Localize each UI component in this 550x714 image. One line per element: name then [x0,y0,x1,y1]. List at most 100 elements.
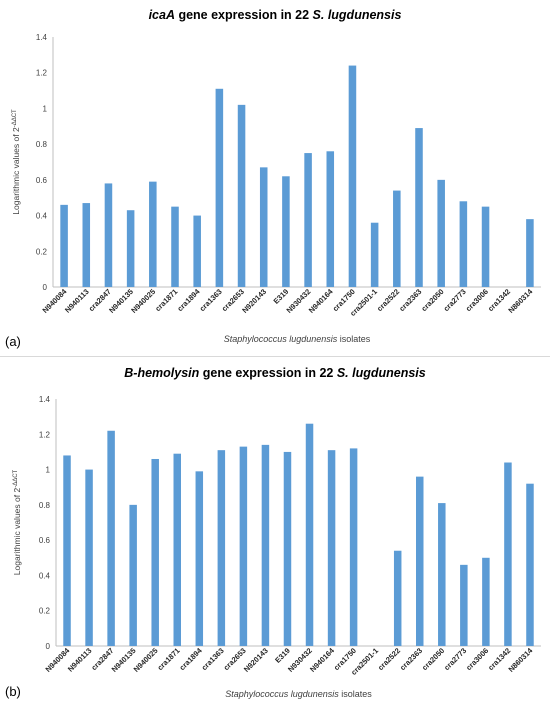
x-tick-label: cra3006 [464,287,490,313]
y-tick-label: 0.2 [39,607,51,616]
bar [327,450,336,646]
bar [261,444,270,646]
title-species: S. lugdunensis [312,8,402,22]
bar [370,222,379,287]
panel-label: (b) [5,684,21,699]
chart-panel-b: B-hemolysin gene expression in 22 S. lug… [0,357,550,714]
bar [283,451,292,646]
x-tick-label: cra1871 [156,646,182,672]
x-tick-label: N860314 [506,286,534,314]
y-tick-label: 0.6 [39,536,51,545]
bar-chart-a: 00.20.40.60.811.21.4N940084N940113cra284… [11,33,541,344]
x-tick-label: N920143 [242,646,270,674]
bar [173,453,181,646]
bar [151,458,159,646]
bar [482,557,490,646]
x-tick-label: cra1871 [153,287,179,313]
bar [82,203,91,287]
y-tick-label: 1 [43,104,48,113]
x-tick-label: cra2050 [420,646,446,672]
y-axis-label: Logarithmic values of 2-ΔΔCT [11,109,21,215]
y-tick-label: 0.8 [36,140,48,149]
x-tick-label: cra1894 [175,286,202,313]
x-axis-label: Staphylococcus lugdunensis isolates [224,334,371,344]
bar [504,462,512,646]
y-tick-label: 0.4 [36,212,48,221]
bar [217,450,226,646]
x-tick-label: cra2522 [375,287,401,313]
bar [85,469,93,646]
y-axis-label: Logarithmic values of 2-ΔΔCT [12,469,22,575]
x-tick-label: cra2522 [376,646,402,672]
y-tick-label: 0.2 [36,247,48,256]
chart-panel-a: icaA gene expression in 22 S. lugdunensi… [0,0,550,356]
x-tick-label: cra2050 [419,287,445,313]
y-tick-label: 1.2 [36,69,48,78]
x-tick-label: N860314 [506,645,534,673]
x-tick-label: N940113 [66,646,94,674]
chart-title: B-hemolysin gene expression in 22 S. lug… [0,366,550,380]
y-tick-label: 1.4 [39,395,51,404]
bar [259,167,268,287]
bar [171,206,179,287]
x-tick-label: N940025 [132,646,160,674]
y-tick-label: 0.8 [39,501,51,510]
panel-label: (a) [5,334,21,349]
title-species: S. lugdunensis [336,366,426,380]
bar [416,476,424,646]
x-tick-label: cra1894 [178,645,205,672]
bar [526,483,534,646]
bar [305,423,314,646]
x-tick-label: cra3006 [464,646,490,672]
bar [237,104,246,287]
bar [415,128,423,287]
bar [149,181,157,287]
x-tick-label: N940025 [129,287,157,315]
bar [304,153,312,287]
bar [129,504,137,646]
bar [215,88,224,288]
x-tick-label: E319 [272,287,291,306]
title-text: gene expression in 22 [174,8,313,22]
y-tick-label: 0 [43,283,48,292]
bar [459,201,468,287]
title-gene: B-hemolysin [124,366,200,380]
title-gene: icaA [148,8,175,22]
bar [193,215,201,287]
x-tick-label: cra1363 [200,646,226,672]
y-tick-label: 0.4 [39,571,51,580]
y-tick-label: 0 [46,642,51,651]
bar [126,210,135,287]
bar [107,430,115,646]
x-tick-label: N940164 [308,645,336,673]
y-tick-label: 1.4 [36,33,48,42]
bar [481,206,490,287]
x-tick-label: cra1363 [198,287,224,313]
bar [63,455,71,646]
bar [282,176,290,287]
bar [104,183,113,287]
x-tick-label: cra2363 [398,646,424,672]
bar [438,503,446,646]
x-tick-label: N940164 [307,286,335,314]
y-tick-label: 1 [46,466,51,475]
y-tick-label: 0.6 [36,176,48,185]
bar [349,448,358,646]
x-tick-label: cra2773 [442,287,468,313]
bar [195,471,204,646]
bar [326,151,335,287]
title-text: gene expression in 22 [199,366,337,380]
bar [393,550,402,646]
x-axis-label: Staphylococcus lugdunensis isolates [225,689,372,699]
x-tick-label: N940113 [63,287,91,315]
bar-chart-b: 00.20.40.60.811.21.4N940084N940113cra284… [12,395,541,699]
bar [348,65,357,287]
x-tick-label: cra2773 [442,646,468,672]
bar [526,219,534,287]
chart-title: icaA gene expression in 22 S. lugdunensi… [0,8,550,22]
divider [0,356,550,357]
x-tick-label: E319 [273,646,292,665]
bar [437,179,445,287]
y-tick-label: 1.2 [39,430,51,439]
x-tick-label: cra2363 [397,287,423,313]
